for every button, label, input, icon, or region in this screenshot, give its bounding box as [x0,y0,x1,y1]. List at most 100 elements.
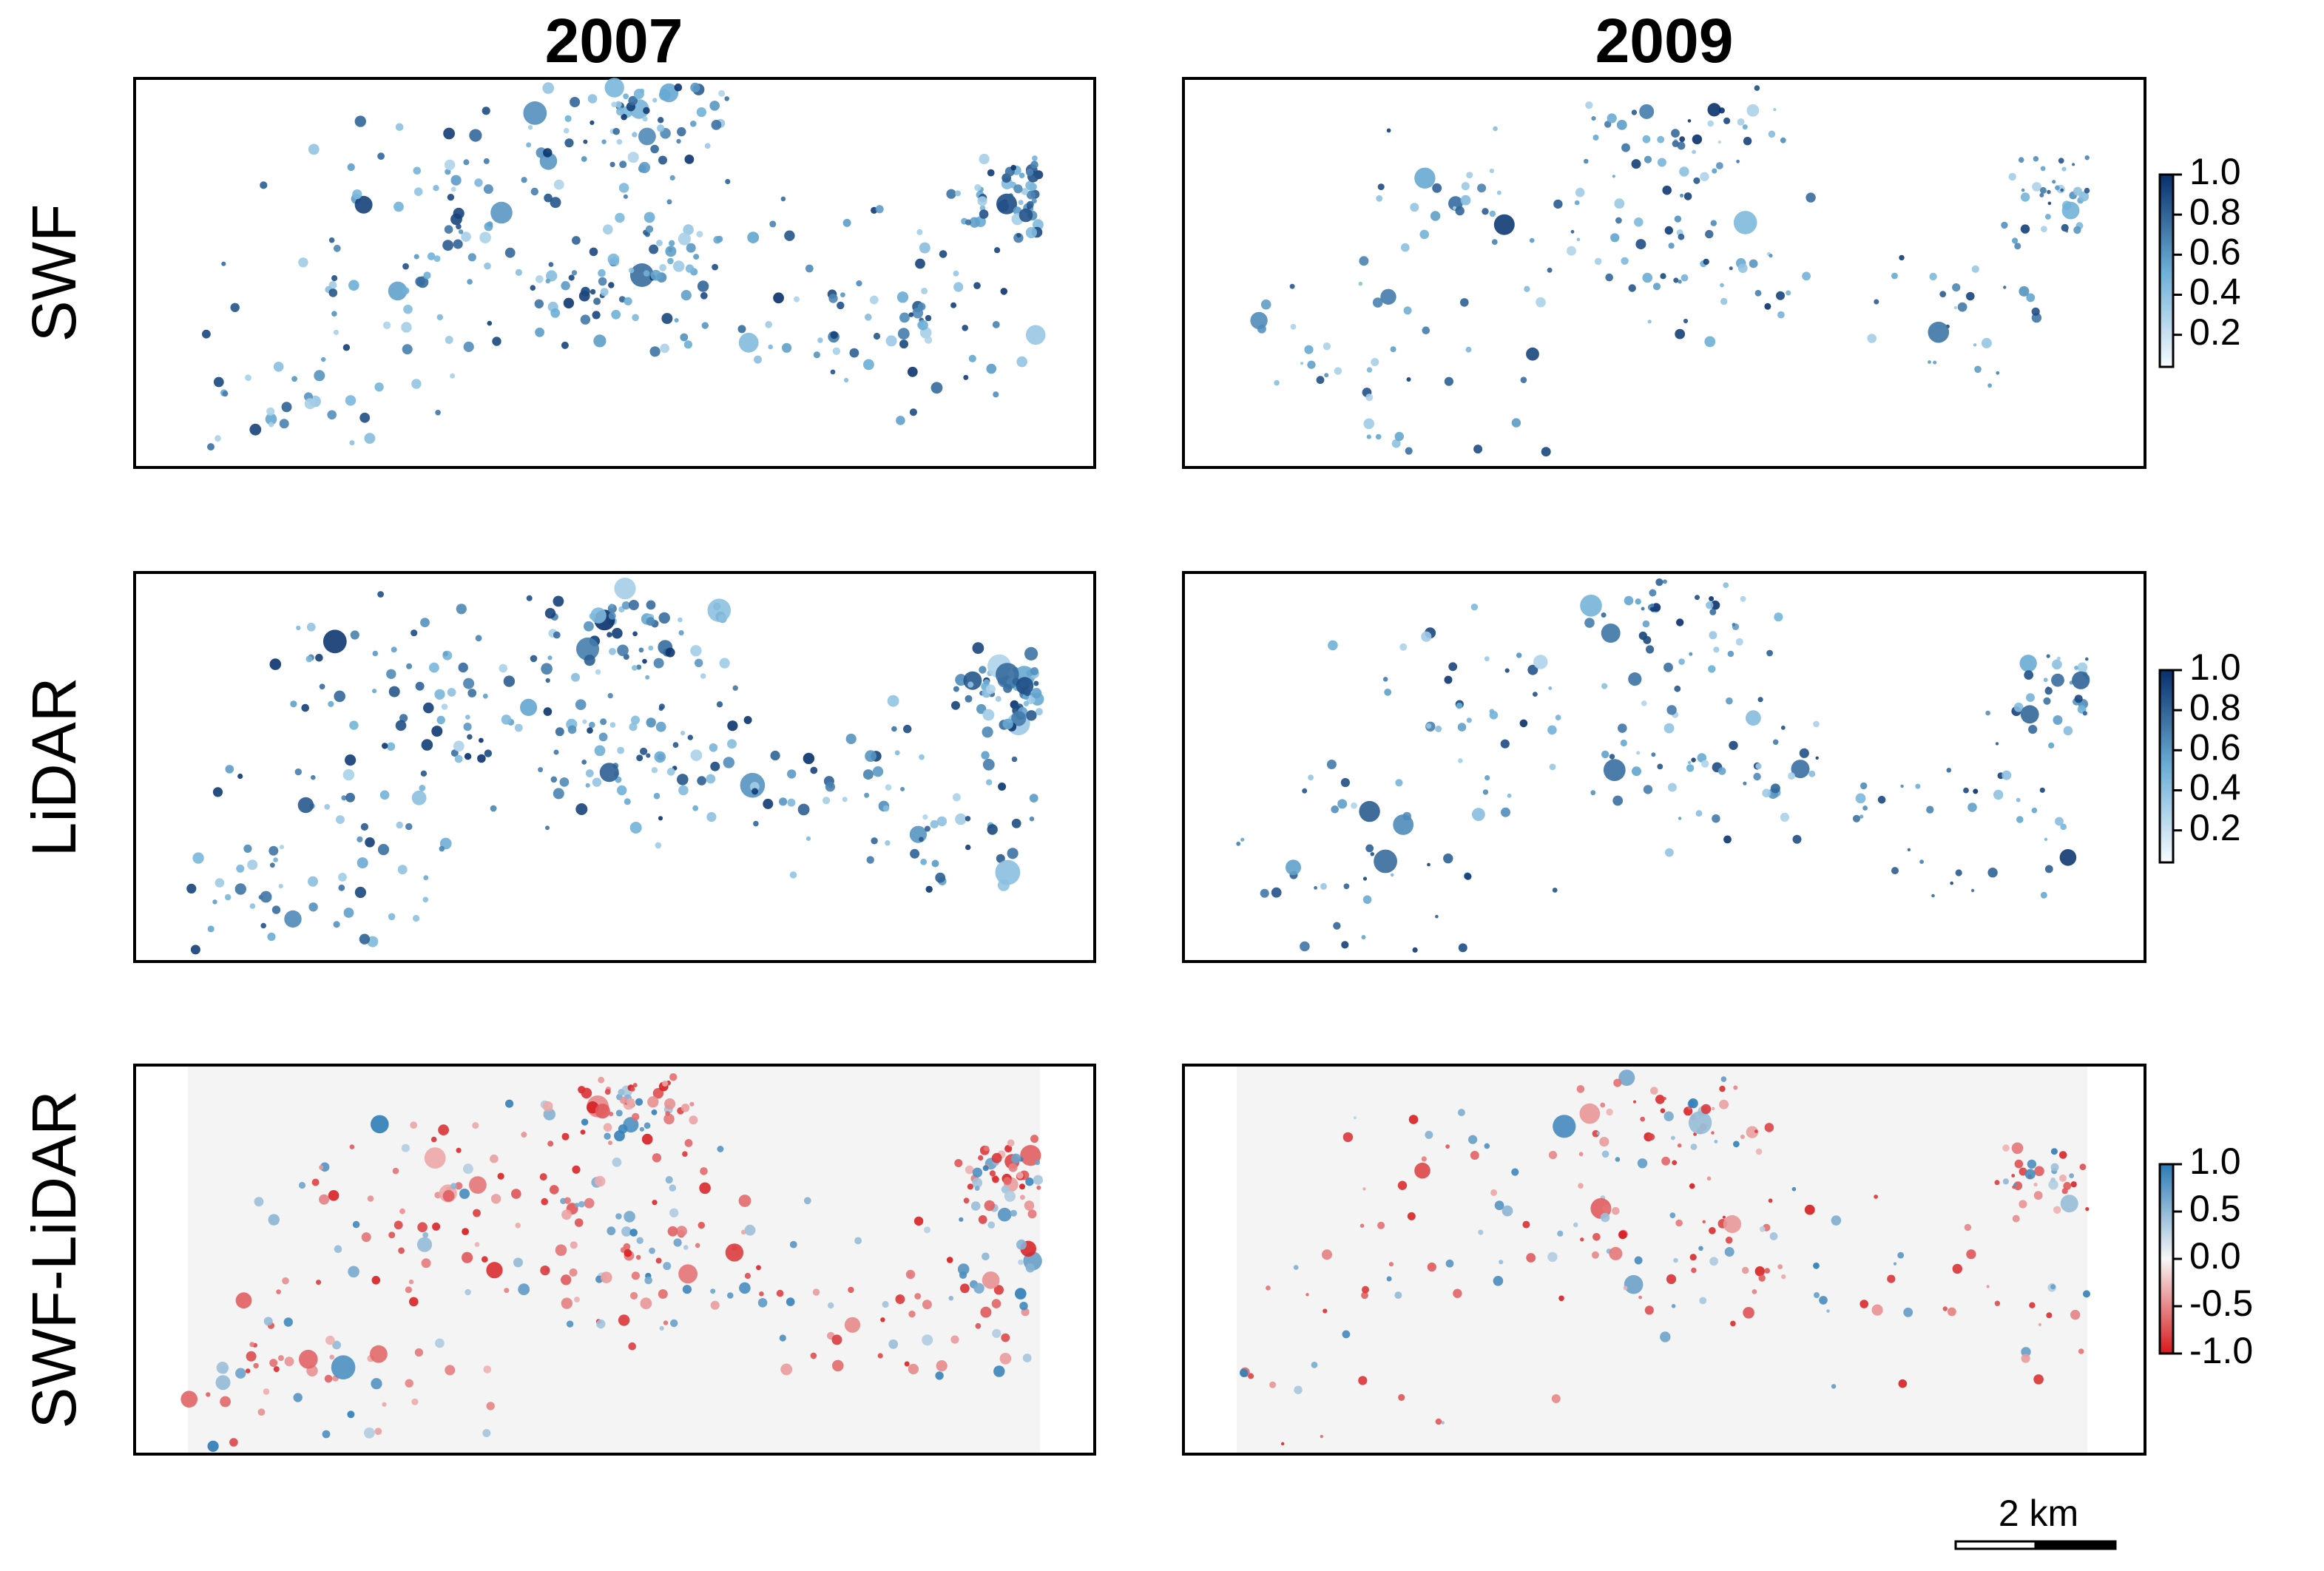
water-patch [635,1254,641,1260]
water-patch [615,101,622,108]
water-patch [632,631,638,637]
map-frame [1182,571,2146,963]
water-patch [304,398,316,410]
water-patch [2021,1347,2031,1357]
water-patch [454,1182,463,1190]
water-patch [499,663,507,673]
water-patch [284,1357,294,1367]
water-patch [979,666,987,674]
water-patch [1493,126,1498,132]
water-patch [652,1153,662,1163]
water-patch [630,1087,635,1092]
water-patch [1362,876,1368,881]
water-patch [1635,239,1646,250]
water-patch [982,726,993,738]
water-patch [1578,1152,1584,1157]
water-patch [1599,1137,1609,1147]
water-patch [413,187,423,196]
water-patch [993,1285,1004,1295]
water-patch [420,618,430,627]
water-patch [877,1353,883,1359]
water-patch [609,161,615,167]
water-patch [377,844,390,856]
water-patch [311,1178,320,1186]
water-patch [596,1319,606,1329]
water-patch [1026,190,1036,200]
water-patch [1408,1115,1419,1124]
water-patch [954,1159,963,1167]
water-patch [1737,263,1748,273]
water-patch [505,1099,514,1108]
water-patch [1813,1262,1820,1269]
colorbar [2158,1163,2175,1355]
water-patch [1025,226,1037,239]
water-patch [1802,271,1811,281]
water-patch [2052,659,2062,670]
water-patch [297,797,314,814]
water-patch [643,270,650,277]
water-patch [872,766,884,777]
water-patch [1641,700,1647,706]
water-patch [998,783,1007,791]
water-patch [1786,290,1791,296]
water-patch [1365,393,1374,402]
water-patch [1377,1221,1385,1229]
water-patch [842,797,848,803]
water-patch [604,78,624,98]
water-patch [996,854,1005,863]
water-patch [1584,158,1589,164]
water-patch [382,321,391,329]
water-patch [1576,1085,1585,1093]
water-patch [342,344,351,351]
water-patch [308,876,318,887]
water-patch [2019,1200,2027,1209]
water-patch [298,1181,306,1189]
water-patch [461,232,471,242]
water-patch [563,127,570,134]
water-patch [963,671,982,690]
water-patch [619,161,627,169]
water-patch [2061,166,2067,172]
water-patch [1334,367,1342,375]
water-patch [600,718,607,726]
water-patch [249,423,262,436]
water-patch [2033,1182,2038,1187]
water-patch [1663,1097,1666,1101]
water-patch [361,1232,371,1243]
map-frame [1182,77,2146,469]
water-patch [1675,1219,1683,1227]
water-patch [624,297,632,305]
water-patch [609,648,616,655]
water-patch [716,235,723,243]
water-patch [1248,1373,1254,1379]
water-patch [1716,162,1723,169]
water-patch [1030,667,1038,675]
water-patch [1410,203,1419,212]
water-patch [624,798,631,805]
water-patch [1900,784,1904,788]
water-patch [1655,578,1663,587]
water-patch [1973,788,1979,794]
water-patch [2002,1144,2010,1152]
water-patch [190,945,200,955]
water-patch [621,601,631,610]
water-patch [638,127,656,146]
water-patch [782,342,792,353]
water-patch [487,320,493,326]
water-patch [727,739,737,749]
water-patch [1324,373,1329,378]
water-patch [604,1132,611,1140]
water-patch [1877,796,1886,804]
water-patch [576,637,599,661]
water-patch [1639,104,1655,119]
water-patch [1013,184,1023,194]
water-patch [973,1283,984,1294]
water-patch [718,89,726,97]
water-patch [314,370,325,382]
water-patch [382,1402,387,1407]
water-patch [1985,710,1990,716]
water-patch [1686,764,1695,772]
water-patch [354,886,366,899]
water-patch [1520,376,1527,383]
water-patch [1772,739,1779,746]
